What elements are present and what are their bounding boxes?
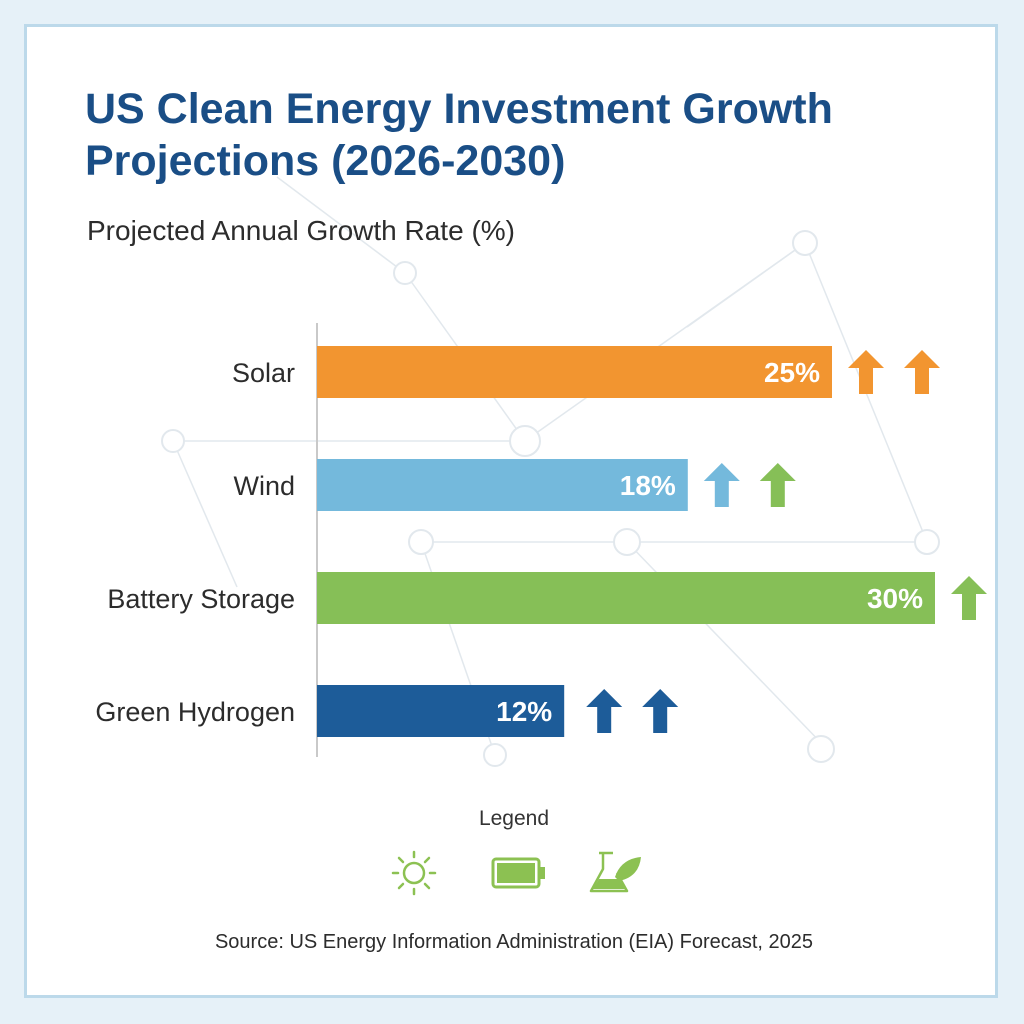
category-label-battery-storage: Battery Storage	[107, 584, 295, 614]
up-arrow-icon	[904, 350, 940, 394]
bar-chart: 25% Solar 18% Wind 30% Battery Storage 12% Gree…	[95, 323, 987, 757]
bar-solar	[317, 346, 832, 398]
up-arrow-icon	[586, 689, 623, 733]
category-label-solar: Solar	[232, 358, 295, 388]
data-label-wind: 18%	[620, 470, 676, 501]
data-label-battery-storage: 30%	[867, 583, 923, 614]
bar-wind	[317, 459, 688, 511]
battery-icon	[491, 857, 545, 889]
up-arrow-icon	[848, 350, 884, 394]
up-arrow-icon	[759, 463, 796, 507]
data-label-solar: 25%	[764, 357, 820, 388]
category-label-green-hydrogen: Green Hydrogen	[95, 697, 295, 727]
chart-subtitle: Projected Annual Growth Rate (%)	[87, 215, 515, 246]
data-label-green-hydrogen: 12%	[496, 696, 552, 727]
legend-icons	[391, 850, 641, 896]
flask-leaf-icon	[589, 851, 641, 893]
legend-label: Legend	[478, 807, 550, 830]
up-arrow-icon	[951, 576, 987, 620]
chart-card: US Clean Energy Investment Growth Projec…	[24, 24, 998, 998]
bar-green-hydrogen	[317, 685, 565, 737]
up-arrow-icon	[703, 463, 740, 507]
bar-battery-storage	[317, 572, 935, 624]
up-arrow-icon	[642, 689, 679, 733]
category-label-wind: Wind	[233, 471, 295, 501]
chart-title: US Clean Energy Investment Growth Projec…	[85, 85, 833, 186]
source-note: Source: US Energy Information Administra…	[214, 931, 814, 953]
sun-icon	[391, 850, 437, 896]
